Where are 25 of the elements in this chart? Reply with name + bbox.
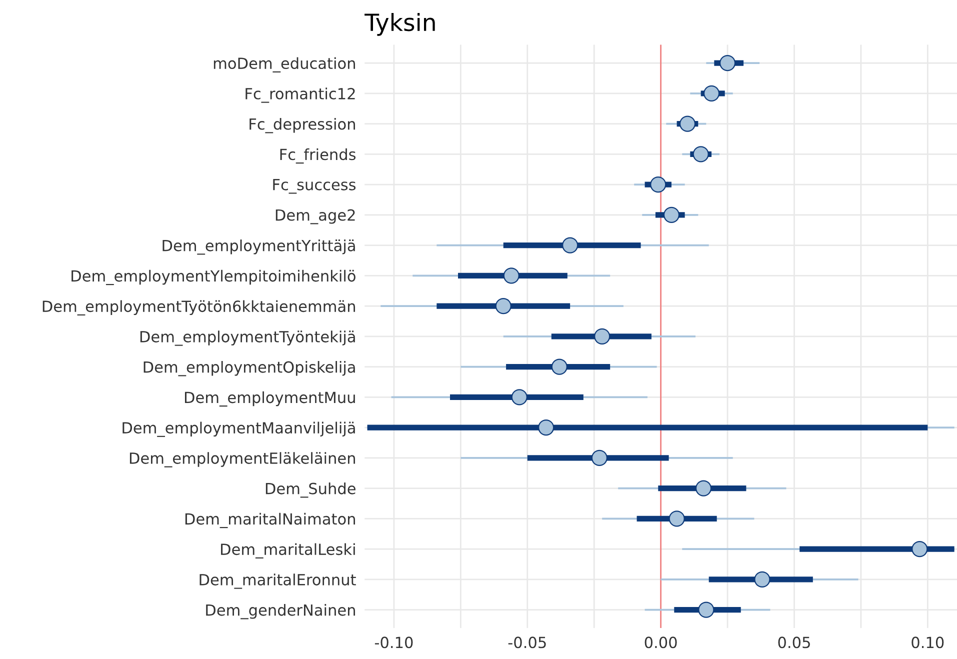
y-tick-label: Dem_age2	[276, 209, 355, 224]
chart-title: Tyksin	[364, 12, 435, 36]
x-tick-label: 0.05	[778, 636, 810, 648]
x-tick-label: 0.10	[912, 636, 944, 648]
x-tick-label: -0.05	[508, 636, 546, 648]
y-tick-label: Fc_romantic12	[246, 88, 355, 103]
y-tick-label: Dem_employmentTyötön6kktaienemmän	[42, 300, 355, 316]
y-tick-label: Dem_employmentYlempitoimihenkilö	[72, 270, 356, 286]
y-tick-label: Dem_employmentYrittäjä	[162, 239, 355, 255]
y-tick-label: Dem_genderNainen	[206, 604, 355, 620]
y-tick-label: Dem_maritalEronnut	[200, 574, 356, 589]
y-tick-label: Fc_success	[273, 178, 356, 194]
y-tick-label: moDem_education	[214, 57, 355, 72]
y-tick-label: Dem_employmentTyöntekijä	[140, 330, 355, 346]
y-tick-label: Dem_Suhde	[266, 482, 356, 498]
y-tick-label: Dem_maritalLeski	[221, 543, 355, 558]
y-tick-label: Fc_friends	[280, 148, 356, 164]
y-tick-label: Fc_depression	[250, 118, 355, 134]
y-tick-label: Dem_employmentMuu	[184, 391, 355, 407]
y-tick-label: Dem_employmentOpiskelija	[144, 360, 355, 376]
x-tick-label: -0.10	[374, 636, 413, 648]
y-tick-label: Dem_employmentEläkeläinen	[130, 452, 355, 468]
x-tick-label: 0.00	[644, 636, 677, 648]
y-tick-label: Dem_employmentMaanviljelijä	[122, 422, 355, 437]
y-tick-label: Dem_maritalNaimaton	[185, 512, 355, 528]
